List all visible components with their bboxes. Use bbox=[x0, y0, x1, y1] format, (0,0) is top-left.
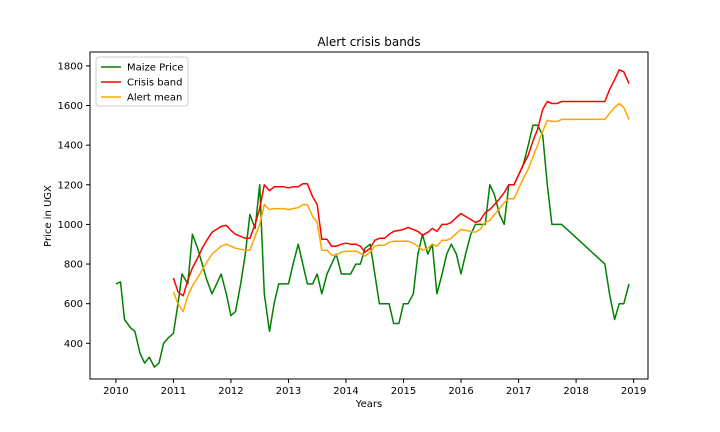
x-tick-label: 2019 bbox=[621, 386, 646, 397]
y-tick-label: 800 bbox=[64, 260, 83, 271]
legend-label: Alert mean bbox=[127, 93, 182, 104]
y-tick-label: 1000 bbox=[58, 220, 83, 231]
y-tick-label: 400 bbox=[64, 339, 83, 350]
x-tick-label: 2018 bbox=[563, 386, 588, 397]
y-tick-label: 1800 bbox=[58, 61, 83, 72]
x-tick-label: 2017 bbox=[506, 386, 531, 397]
y-tick-label: 600 bbox=[64, 299, 83, 310]
y-axis-title: Price in UGX bbox=[43, 185, 54, 247]
legend-box bbox=[95, 56, 189, 107]
y-axis: 400 600 800 1000 1200 1400 1600 1800 bbox=[58, 61, 90, 350]
series-line-alert-mean bbox=[172, 102, 630, 313]
legend-label: Crisis band bbox=[127, 78, 182, 89]
y-tick-label: 1600 bbox=[58, 101, 83, 112]
x-tick-label: 2012 bbox=[218, 386, 243, 397]
x-tick-label: 2013 bbox=[276, 386, 301, 397]
x-tick-label: 2011 bbox=[161, 386, 186, 397]
x-axis: 2010 2011 2012 2013 2014 2015 2016 2017 2018 2019 bbox=[103, 379, 646, 397]
x-tick-label: 2014 bbox=[333, 386, 358, 397]
legend-label: Maize Price bbox=[127, 63, 184, 74]
series-line-crisis-band bbox=[172, 69, 630, 297]
x-tick-label: 2016 bbox=[448, 386, 473, 397]
x-tick-label: 2015 bbox=[391, 386, 416, 397]
plot-frame bbox=[89, 51, 649, 380]
y-tick-label: 1400 bbox=[58, 141, 83, 152]
y-tick-label: 1200 bbox=[58, 180, 83, 191]
legend: Maize Price Crisis band Alert mean bbox=[95, 56, 189, 107]
chart-title: Alert crisis bands bbox=[317, 35, 420, 49]
x-axis-title: Years bbox=[355, 399, 382, 410]
x-tick-label: 2010 bbox=[103, 386, 128, 397]
